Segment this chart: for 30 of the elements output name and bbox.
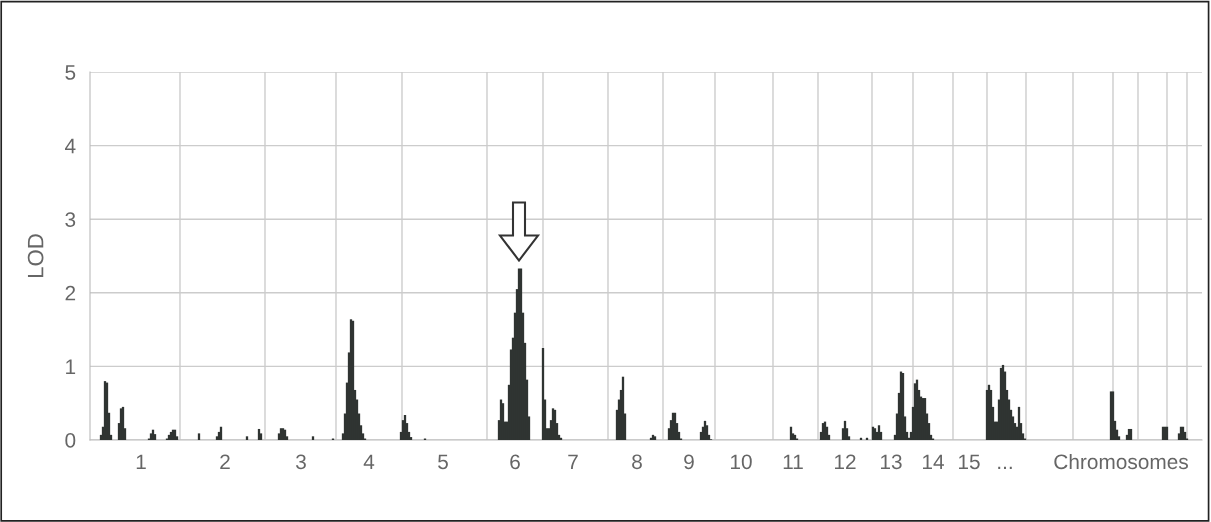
x-tick-label: 12 — [835, 454, 856, 469]
x-tick-label: 15 — [959, 454, 980, 470]
x-tick-label: ... — [998, 466, 1012, 469]
y-tick-label: 4 — [65, 138, 76, 154]
bar — [259, 433, 263, 440]
x-tick-label: Chromosomes — [1054, 453, 1188, 470]
x-tick-label: 13 — [881, 454, 902, 470]
x-tick-label: 1 — [136, 454, 146, 469]
y-tick-label: 5 — [65, 65, 76, 80]
y-tick-label: 1 — [66, 359, 76, 374]
x-tick-label: 3 — [296, 454, 306, 470]
bar — [311, 436, 315, 440]
y-tick-label: 2 — [65, 285, 76, 301]
x-tick-label: 2 — [220, 454, 230, 469]
x-tick-label: 14 — [923, 454, 944, 469]
x-tick-label: 6 — [510, 454, 520, 470]
bar — [245, 436, 249, 440]
x-tick-label: 9 — [684, 454, 694, 470]
bar — [215, 436, 219, 440]
x-tick-label: 4 — [363, 454, 375, 469]
y-axis-title: LOD — [27, 234, 44, 278]
x-tick-label: 5 — [438, 454, 448, 470]
y-tick-label: 0 — [65, 433, 76, 448]
x-tick-label: 8 — [632, 454, 642, 470]
y-tick-label: 3 — [65, 212, 76, 227]
bar — [197, 433, 201, 440]
x-tick-label: 10 — [731, 454, 752, 470]
bar — [149, 433, 153, 440]
x-tick-label: 11 — [783, 454, 803, 469]
x-tick-label: 7 — [568, 454, 578, 469]
